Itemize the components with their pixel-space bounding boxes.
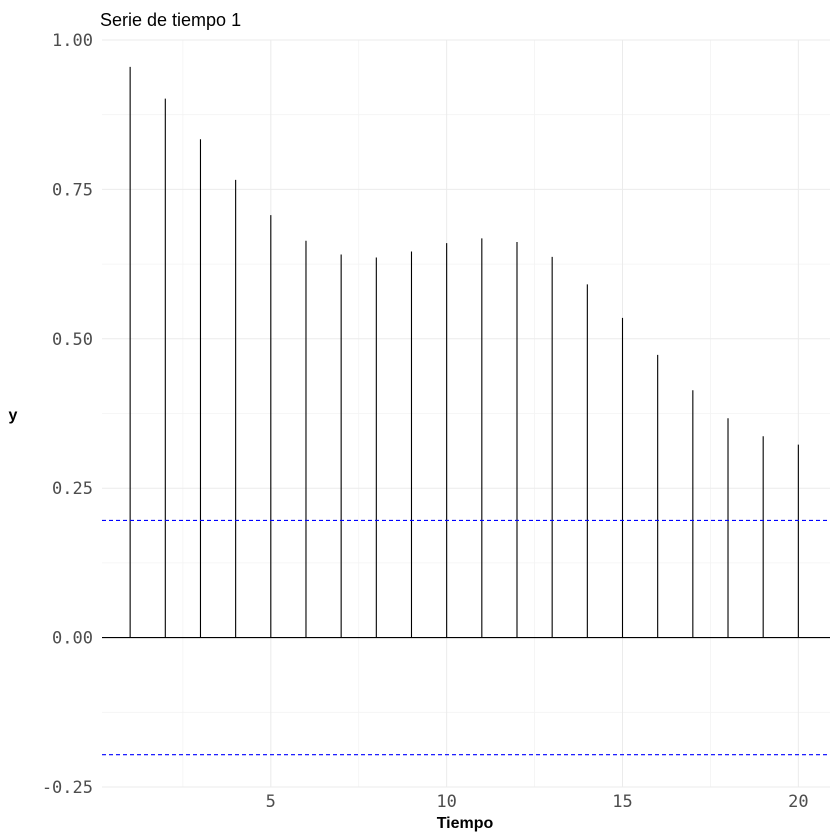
y-tick-label: 1.00 (52, 31, 93, 51)
x-axis-ticks: 5 10 15 20 (266, 792, 809, 812)
y-axis-title: y (9, 407, 18, 424)
x-tick-label: 20 (788, 792, 808, 812)
y-tick-label: 0.00 (52, 629, 93, 649)
x-tick-label: 5 (266, 792, 276, 812)
y-tick-label: -0.25 (42, 778, 93, 798)
y-tick-label: 0.50 (52, 330, 93, 350)
y-axis-ticks: -0.25 0.00 0.25 0.50 0.75 1.00 (42, 31, 93, 798)
bars (129, 66, 799, 638)
chart-title: Serie de tiempo 1 (100, 10, 241, 30)
confidence-bounds (102, 519, 830, 756)
x-tick-label: 15 (612, 792, 632, 812)
x-tick-label: 10 (436, 792, 456, 812)
y-tick-label: 0.75 (52, 180, 93, 200)
grid (102, 39, 830, 788)
x-axis-title: Tiempo (437, 815, 494, 832)
y-tick-label: 0.25 (52, 479, 93, 499)
